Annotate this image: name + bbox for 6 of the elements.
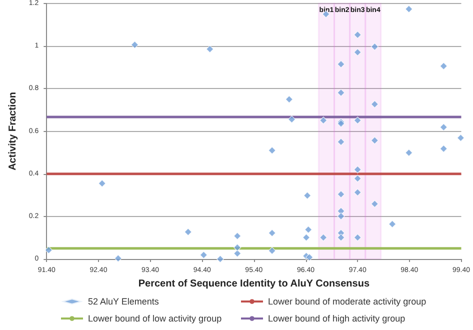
legend-label: 52 AluY Elements (88, 296, 160, 306)
legend-label: Lower bound of moderate activity group (268, 296, 426, 306)
legend-label: Lower bound of high activity group (268, 314, 406, 324)
legend-label: Lower bound of low activity group (88, 314, 222, 324)
x-axis-title: Percent of Sequence Identity to AluY Consensus (138, 278, 370, 290)
y-axis-title: Activity Fraction (8, 92, 18, 170)
